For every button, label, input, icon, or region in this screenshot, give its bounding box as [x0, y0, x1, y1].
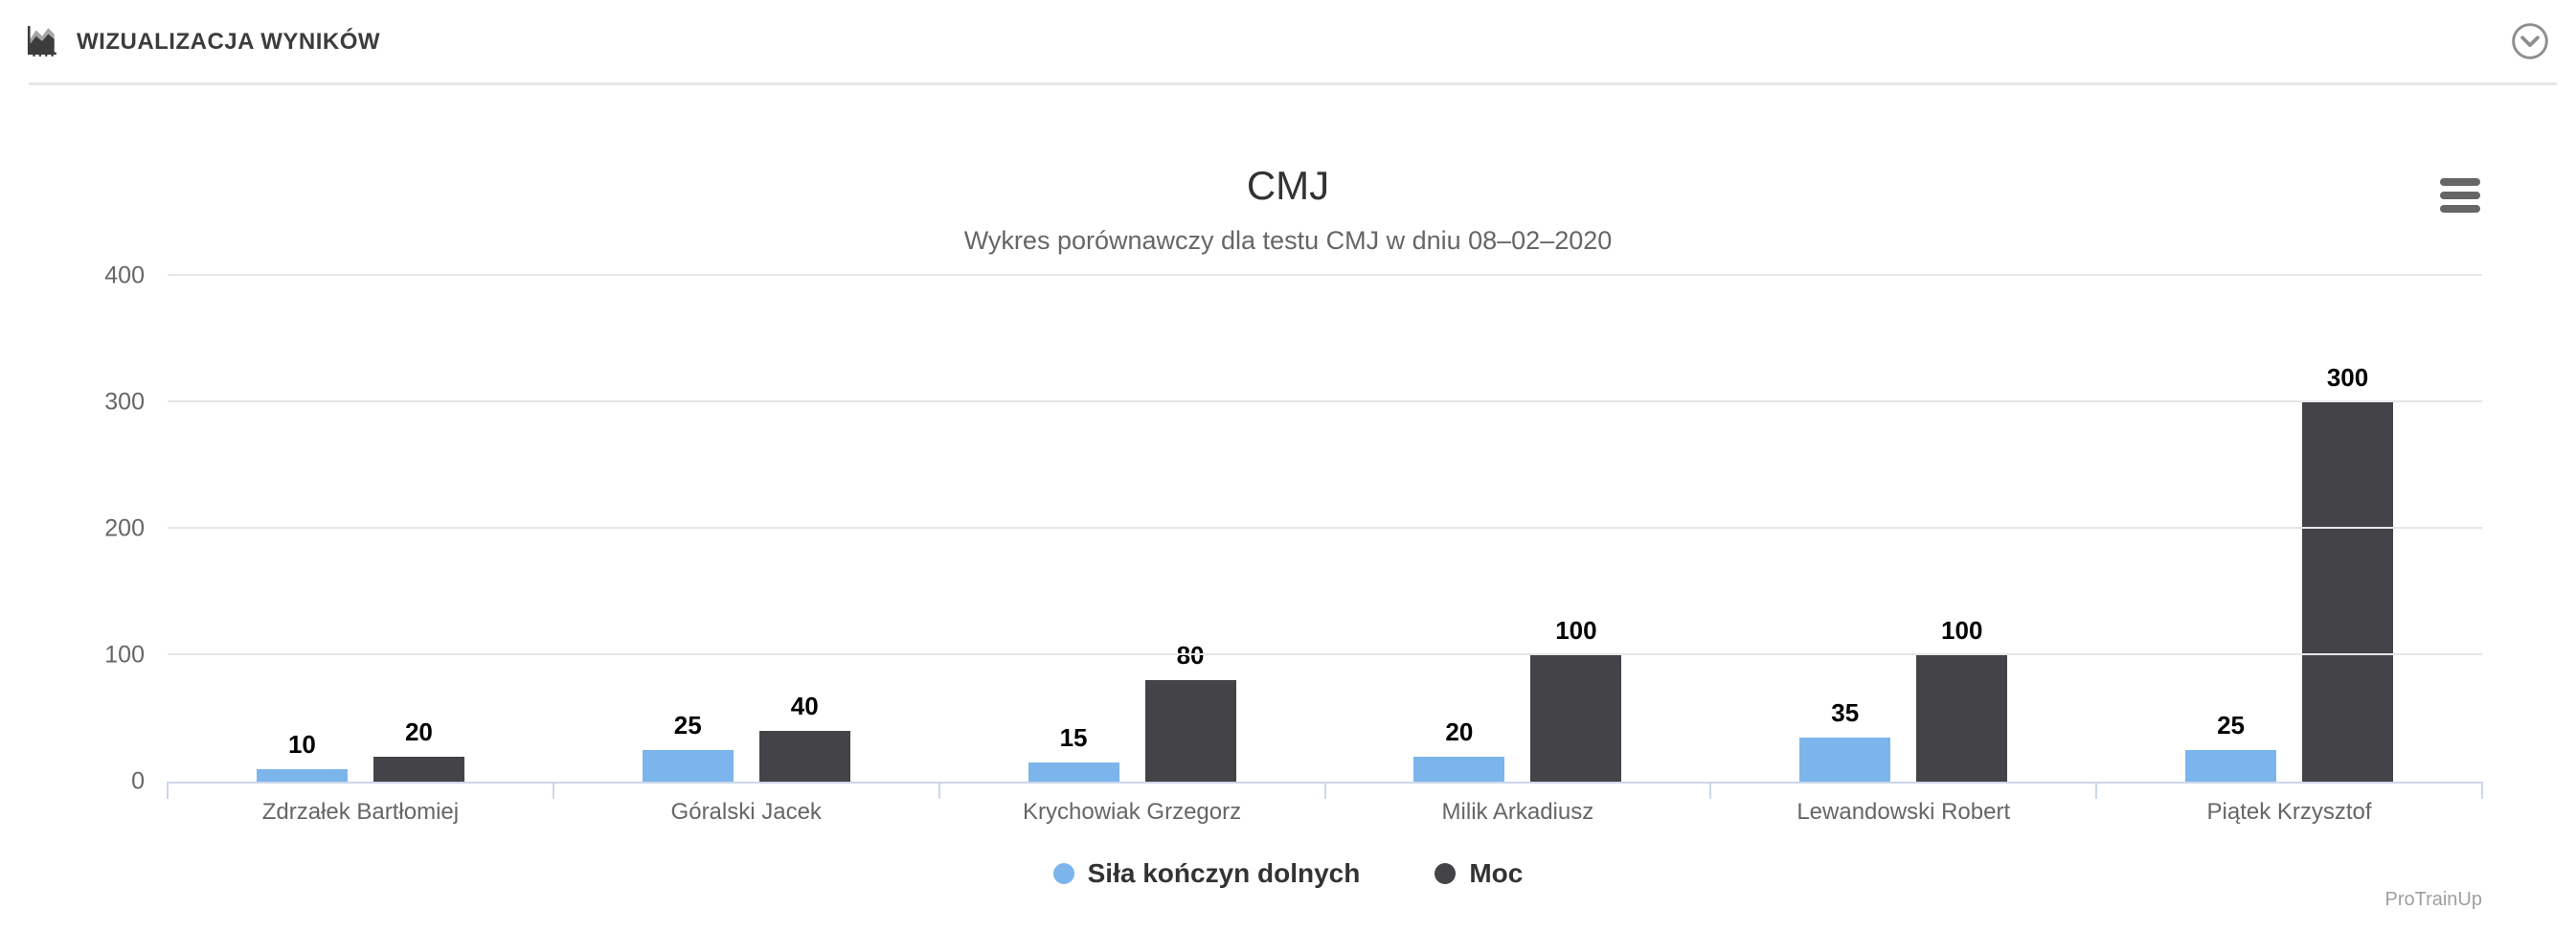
x-axis-label: Krychowiak Grzegorz: [1023, 799, 1242, 825]
bar-group: 15 80: [939, 276, 1325, 782]
bar-group: 10 20: [168, 276, 554, 782]
x-axis-label: Lewandowski Robert: [1796, 799, 2011, 825]
chart-bar[interactable]: 10: [256, 730, 348, 782]
bar-groups: 10 20 25 40 15 80 20 100 35 100 25 300: [168, 276, 2482, 782]
chart-bar[interactable]: 40: [758, 692, 850, 782]
chart-bar[interactable]: 300: [2302, 363, 2394, 782]
bar-value-label: 20: [1445, 717, 1474, 746]
x-axis-label: Góralski Jacek: [670, 799, 822, 825]
x-axis-tick: [2095, 782, 2098, 799]
bar-value-label: 100: [1555, 616, 1597, 645]
bar-value-label: 25: [673, 711, 702, 740]
bar-value-label: 35: [1831, 697, 1860, 727]
chart-bar[interactable]: 15: [1028, 723, 1119, 782]
x-axis-labels: Zdrzałek Bartłomiej Góralski Jacek Krychow…: [168, 799, 2482, 826]
area-chart-icon: [25, 23, 59, 62]
x-axis-tick: [1323, 782, 1326, 799]
bar-value-label: 40: [790, 692, 819, 721]
x-axis-label: Milik Arkadiusz: [1441, 799, 1594, 825]
bar-value-label: 20: [404, 717, 433, 746]
bar-group: 35 100: [1710, 276, 2096, 782]
panel-header: WIZUALIZACJA WYNIKÓW: [0, 0, 2576, 84]
x-axis-tick: [2481, 782, 2483, 799]
legend-item[interactable]: Moc: [1435, 858, 1523, 889]
legend-label: Siła kończyn dolnych: [1087, 858, 1361, 888]
chart-bar[interactable]: 80: [1144, 641, 1236, 782]
x-axis-tick: [552, 782, 554, 799]
chart-bar[interactable]: 100: [1916, 616, 2008, 782]
gridline: [168, 400, 2482, 402]
bar-group: 20 100: [1324, 276, 1710, 782]
hamburger-menu-icon: [2440, 178, 2480, 186]
bar-group: 25 300: [2096, 276, 2482, 782]
chart-title: CMJ: [1246, 163, 1330, 208]
legend-label: Moc: [1469, 858, 1524, 888]
chart-context-menu-button[interactable]: [2440, 178, 2480, 213]
x-axis-label: Zdrzałek Bartłomiej: [261, 799, 460, 825]
collapse-panel-button[interactable]: [2509, 21, 2551, 63]
y-axis-label: 300: [104, 388, 145, 416]
y-axis-label: 200: [104, 514, 145, 542]
chevron-down-icon: [2510, 23, 2550, 64]
bar-value-label: 100: [1941, 616, 1983, 645]
bar-value-label: 80: [1176, 641, 1205, 671]
legend-marker-icon: [1052, 863, 1074, 884]
chart-bar[interactable]: 35: [1799, 698, 1891, 782]
panel-header-left: WIZUALIZACJA WYNIKÓW: [25, 23, 380, 62]
chart-bar[interactable]: 100: [1530, 616, 1622, 782]
bar-value-label: 25: [2217, 711, 2246, 740]
x-axis-tick: [167, 782, 169, 799]
x-axis-label: Piątek Krzysztof: [2206, 799, 2372, 825]
bar-value-label: 10: [287, 729, 316, 759]
x-axis-tick: [1709, 782, 1712, 799]
gridline: [168, 274, 2482, 276]
y-axis-label: 100: [104, 641, 145, 669]
chart-bar[interactable]: 25: [2185, 711, 2277, 782]
chart-bar[interactable]: 20: [1413, 717, 1505, 782]
chart-bar[interactable]: 25: [642, 711, 734, 782]
chart-legend: Siła kończyn dolnych Moc: [0, 858, 2576, 889]
gridline: [168, 653, 2482, 655]
x-axis-tick: [938, 782, 940, 799]
bar-group: 25 40: [554, 276, 939, 782]
y-axis-label: 0: [131, 767, 145, 795]
panel-title: WIZUALIZACJA WYNIKÓW: [77, 29, 381, 55]
y-axis-label: 400: [104, 262, 145, 289]
legend-marker-icon: [1435, 863, 1457, 884]
legend-item[interactable]: Siła kończyn dolnych: [1052, 858, 1361, 889]
chart-bar[interactable]: 20: [373, 717, 464, 782]
plot-area: 10 20 25 40 15 80 20 100 35 100 25 300 Zdrzałek Bar…: [104, 263, 2483, 825]
chart-credits[interactable]: ProTrainUp: [2384, 889, 2482, 910]
bar-value-label: 15: [1059, 723, 1088, 753]
gridline: [168, 527, 2482, 529]
header-divider: [29, 82, 2557, 85]
chart-subtitle: Wykres porównawczy dla testu CMJ w dniu …: [963, 226, 1613, 255]
bar-value-label: 300: [2326, 363, 2369, 392]
